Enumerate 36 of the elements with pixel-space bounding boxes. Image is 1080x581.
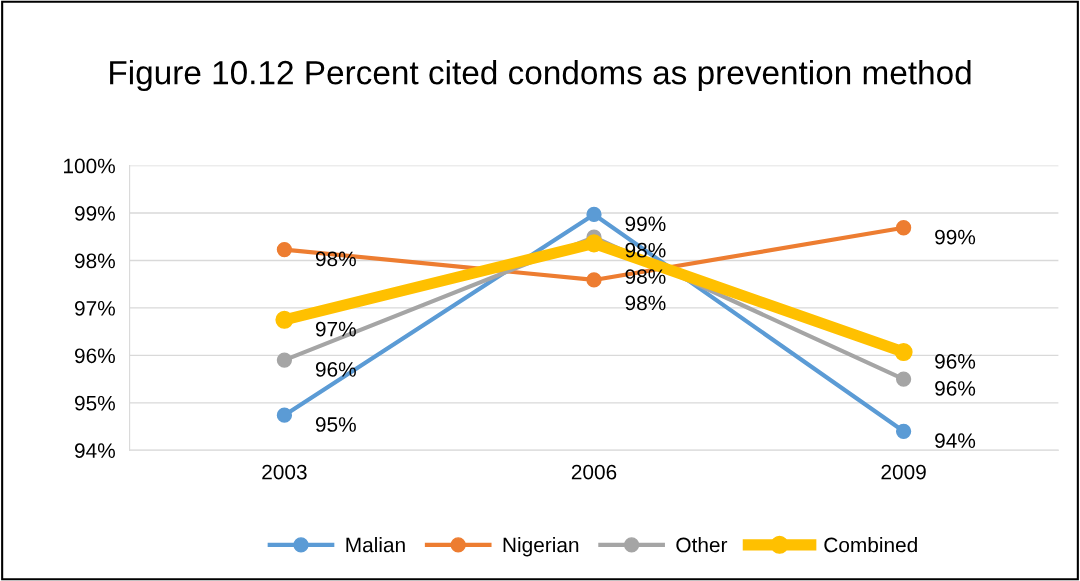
y-tick-label: 96% xyxy=(74,348,115,364)
data-label: 95% xyxy=(315,417,356,432)
legend-label: Nigerian xyxy=(503,537,579,557)
point xyxy=(895,220,912,236)
x-tick-label: 2009 xyxy=(881,464,926,480)
y-tick-label: 95% xyxy=(74,395,115,411)
point xyxy=(586,206,602,223)
point xyxy=(895,371,912,387)
y-tick-label: 98% xyxy=(74,253,115,269)
data-label: 98% xyxy=(625,295,666,311)
x-tick-label: 2003 xyxy=(262,464,307,480)
y-tick-label: 94% xyxy=(74,443,115,459)
point xyxy=(584,234,604,253)
legend-label: Malian xyxy=(346,537,405,553)
data-label: 96% xyxy=(315,362,356,377)
data-label: 94% xyxy=(935,433,976,448)
point xyxy=(276,241,293,258)
data-label: 99% xyxy=(935,229,976,245)
x-tick-label: 2006 xyxy=(571,464,617,480)
data-label: 96% xyxy=(935,354,976,369)
point xyxy=(586,272,602,288)
data-label: 96% xyxy=(935,381,976,396)
point xyxy=(894,343,913,362)
chart-title: Figure 10.12 Percent cited condoms as prevention method xyxy=(110,59,971,92)
data-label: 97% xyxy=(315,321,356,337)
point xyxy=(276,407,293,423)
legend-label: Other xyxy=(676,537,728,553)
y-tick-label: 100% xyxy=(64,158,115,174)
y-tick-label: 97% xyxy=(74,300,115,316)
data-label: 98% xyxy=(625,269,666,284)
legend-label: Combined xyxy=(824,537,917,553)
point xyxy=(276,352,293,368)
point xyxy=(275,310,294,329)
data-label: 99% xyxy=(625,216,666,232)
point xyxy=(895,423,912,439)
y-tick-label: 99% xyxy=(74,206,115,221)
